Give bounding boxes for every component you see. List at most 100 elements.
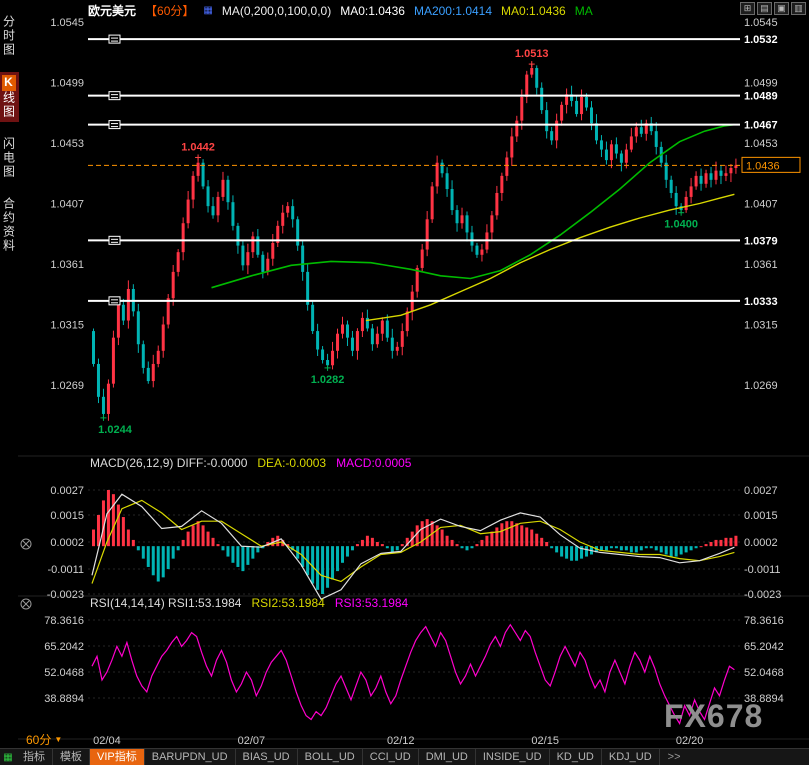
axis-label: 65.2042 — [744, 641, 784, 653]
axis-label: 78.3616 — [744, 615, 784, 627]
sidebar-item-label: 分时图 — [1, 15, 16, 57]
rsi-value: RSI3:53.1984 — [334, 596, 409, 610]
chart-header: 欧元美元 【60分】 ▦ MA(0,200,0,100,0,0) MA0:1.0… — [88, 2, 602, 19]
level-line-handle-icon[interactable] — [108, 34, 121, 44]
axis-label: 1.0499 — [744, 78, 778, 90]
level-line-handle-icon[interactable] — [108, 235, 121, 245]
axis-label: 0.0002 — [744, 537, 778, 549]
axis-label: 1.0400 — [664, 219, 698, 231]
toolbar-tab[interactable]: 指标 — [16, 749, 53, 765]
axis-label: 52.0468 — [744, 667, 784, 679]
toolbar-more-button[interactable]: >> — [667, 751, 681, 763]
toolbar-tab[interactable]: DMI_UD — [419, 749, 476, 765]
maximize-icon[interactable]: ▥ — [791, 2, 806, 15]
axis-label: 02/07 — [238, 735, 266, 747]
axis-label: 1.0453 — [744, 138, 778, 150]
sidebar-item-badge: K — [1, 75, 16, 91]
axis-label: 0.0027 — [744, 485, 778, 497]
sidebar-item-label: 闪电图 — [1, 137, 16, 179]
axis-label: 1.0361 — [744, 259, 778, 271]
macd-value: MACD:0.0005 — [336, 456, 412, 470]
toolbar-tab[interactable]: INSIDE_UD — [476, 749, 550, 765]
sidebar-item-time-chart[interactable]: 分时图 — [0, 12, 19, 60]
level-line-handle-icon[interactable] — [108, 120, 121, 130]
axis-label: 38.8894 — [44, 693, 84, 705]
ma-value: MA — [574, 3, 593, 18]
grid-windows-icon[interactable]: ▤ — [757, 2, 772, 15]
ma-value: MA200:1.0414 — [413, 3, 493, 18]
axis-label: 1.0269 — [50, 380, 84, 392]
axis-label: 52.0468 — [44, 667, 84, 679]
axis-label: 1.0545 — [50, 17, 84, 29]
symbol-title: 欧元美元 — [88, 4, 137, 18]
axis-label: 1.0244 — [98, 424, 133, 436]
axis-label: 1.0442 — [181, 141, 215, 153]
axis-label: 02/04 — [93, 735, 121, 747]
toolbar-tab[interactable]: BARUPDN_UD — [145, 749, 236, 765]
axis-label: 65.2042 — [44, 641, 84, 653]
toolbar-grid-icon[interactable]: ▦ — [3, 751, 13, 763]
macd-label-row: MACD(26,12,9) DIFF:-0.0000 DEA:-0.0003 MAC… — [90, 456, 421, 470]
sidebar-item-contract-info[interactable]: 合约资料 — [0, 194, 19, 256]
toolbar-tab[interactable]: KD_UD — [550, 749, 602, 765]
axis-label: 1.0333 — [744, 296, 778, 308]
period-selector[interactable]: 60分 ▼ — [26, 731, 62, 748]
toolbar-tab[interactable]: BIAS_UD — [236, 749, 298, 765]
rsi-value: RSI(14,14,14) RSI1:53.1984 — [90, 596, 242, 610]
toolbar-tab[interactable]: 模板 — [53, 749, 90, 765]
axis-label: -0.0023 — [744, 589, 781, 601]
sidebar-item-label: 线图 — [1, 91, 16, 119]
axis-label: 1.0315 — [50, 320, 84, 332]
axis-label: 78.3616 — [44, 615, 84, 627]
toolbar-tab[interactable]: BOLL_UD — [298, 749, 363, 765]
axis-label: 0.0027 — [50, 485, 84, 497]
ma-indicator-label: MA(0,200,0,100,0,0) — [221, 3, 332, 18]
axis-label: 1.0545 — [744, 17, 778, 29]
current-price-tag — [741, 156, 801, 173]
rsi-value: RSI2:53.1984 — [251, 596, 325, 610]
macd-collapse-icon[interactable] — [20, 538, 32, 550]
axis-label: 1.0282 — [311, 374, 345, 386]
axis-label: -0.0023 — [47, 589, 84, 601]
indicator-settings-icon[interactable]: ▦ — [203, 5, 213, 16]
sidebar-item-label: 合约资料 — [1, 197, 16, 253]
toolbar-tab[interactable]: VIP指标 — [90, 749, 145, 765]
axis-label: 1.0453 — [50, 138, 84, 150]
sidebar-item-kline-chart[interactable]: K线图 — [0, 72, 19, 122]
axis-label: -0.0011 — [744, 564, 781, 576]
axis-label: 1.0467 — [744, 120, 778, 132]
level-line-handle-icon[interactable] — [108, 296, 121, 306]
toolbar-tab[interactable]: CCI_UD — [363, 749, 419, 765]
axis-label: 1.0513 — [515, 48, 549, 60]
axis-label: 1.0269 — [744, 380, 778, 392]
tile-windows-icon[interactable]: ⊞ — [740, 2, 755, 15]
ma-value: MA0:1.0436 — [340, 3, 405, 18]
ma-values: MA0:1.0436 MA200:1.0414 MA0:1.0436 MA — [340, 4, 602, 18]
ma-value: MA0:1.0436 — [501, 3, 566, 18]
bottom-toolbar: ▦ 指标 模板 VIP指标 BARUPDN_UD BIAS_UD BOLL_UD CCI_UD… — [0, 748, 809, 765]
level-line-handle-icon[interactable] — [108, 91, 121, 101]
period-selector-label: 60分 — [26, 733, 52, 747]
cascade-windows-icon[interactable]: ▣ — [774, 2, 789, 15]
axis-label: 1.0379 — [744, 235, 778, 247]
window-controls: ⊞ ▤ ▣ ▥ — [740, 2, 806, 15]
rsi-label-row: RSI(14,14,14) RSI1:53.1984 RSI2:53.1984 RS… — [90, 596, 418, 610]
axis-label: 0.0015 — [50, 510, 84, 522]
sidebar: 分时图 K线图闪电图合约资料 — [0, 0, 19, 740]
rsi-collapse-icon[interactable] — [20, 598, 32, 610]
axis-label: 1.0407 — [50, 199, 84, 211]
axis-label: 02/20 — [676, 735, 704, 747]
axis-label: 1.0532 — [744, 34, 778, 46]
axis-label: 1.0436 — [746, 160, 780, 172]
axis-label: -0.0011 — [48, 564, 85, 576]
axis-label: 1.0361 — [50, 259, 84, 271]
axis-label: 1.0407 — [744, 199, 778, 211]
toolbar-tab[interactable]: KDJ_UD — [602, 749, 660, 765]
axis-label: 0.0002 — [50, 537, 84, 549]
period-label[interactable]: 【60分】 — [145, 4, 195, 18]
axis-label: 1.0315 — [744, 320, 778, 332]
watermark: FX678 — [664, 698, 764, 734]
sidebar-item-lightning-chart[interactable]: 闪电图 — [0, 134, 19, 182]
